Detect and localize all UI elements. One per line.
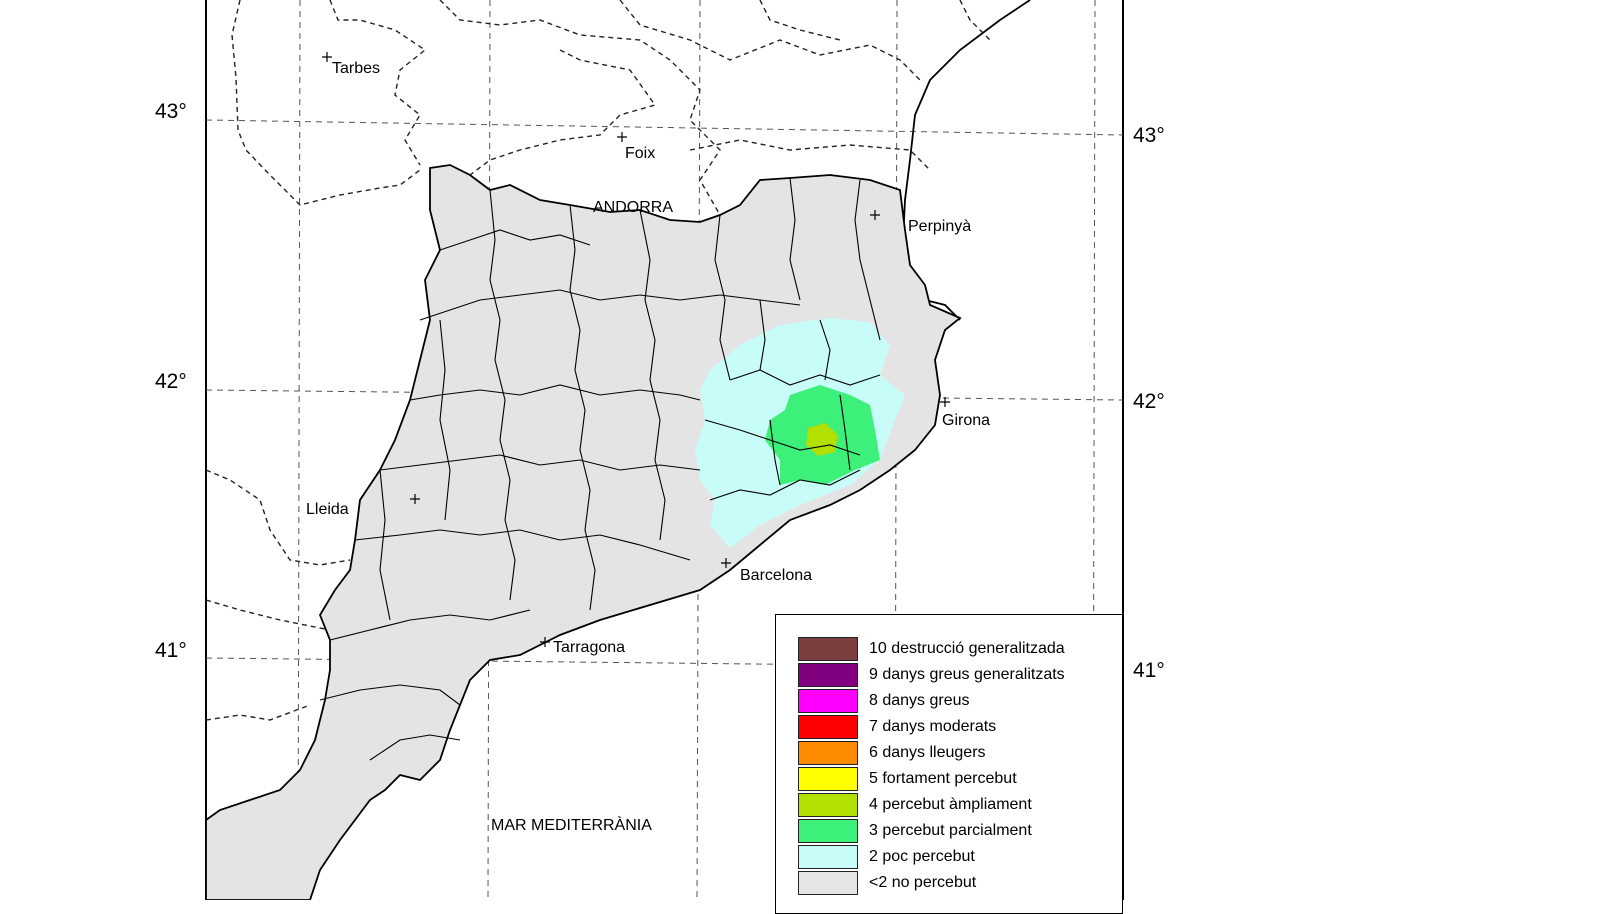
lat-label-left-43: 43°: [155, 100, 187, 123]
legend-label-4: 4 percebut àmpliament: [869, 796, 1032, 813]
legend-item-2: 2 poc percebut: [798, 845, 975, 869]
legend-swatch-8: [798, 689, 858, 713]
coastline-france: [902, 0, 1031, 321]
city-marker-lleida: [410, 494, 420, 504]
city-marker-perpinya: [870, 210, 880, 220]
legend-item-9: 9 danys greus generalitzats: [798, 663, 1065, 687]
legend-item-below-2: <2 no percebut: [798, 871, 976, 895]
legend-item-6: 6 danys lleugers: [798, 741, 986, 765]
lat-label-right-41: 41°: [1133, 659, 1165, 682]
legend-label-9: 9 danys greus generalitzats: [869, 666, 1065, 683]
legend-swatch-7: [798, 715, 858, 739]
legend-swatch-2: [798, 845, 858, 869]
legend-label-7: 7 danys moderats: [869, 718, 997, 735]
legend-label-below-2: <2 no percebut: [869, 874, 977, 891]
legend-swatch-6: [798, 741, 858, 765]
label-perpinya: Perpinyà: [908, 218, 971, 235]
legend-label-8: 8 danys greus: [869, 692, 970, 709]
label-tarragona: Tarragona: [553, 639, 625, 656]
label-girona: Girona: [942, 412, 990, 429]
legend-label-2: 2 poc percebut: [869, 848, 975, 865]
legend-swatch-9: [798, 663, 858, 687]
comarca-borders: [319, 177, 881, 761]
city-marker-barcelona: [721, 558, 731, 568]
city-marker-tarragona: [540, 637, 550, 647]
legend-swatch-10: [798, 637, 858, 661]
city-markers: [322, 52, 950, 647]
city-marker-girona: [940, 397, 950, 407]
legend-item-3: 3 percebut parcialment: [798, 819, 1032, 843]
legend-item-8: 8 danys greus: [798, 689, 970, 713]
label-mar-mediterrania: MAR MEDITERRÀNIA: [491, 815, 652, 834]
legend-swatch-5: [798, 767, 858, 791]
legend-swatch-4: [798, 793, 858, 817]
lat-label-right-42: 42°: [1133, 390, 1165, 413]
label-andorra: ANDORRA: [593, 199, 673, 216]
legend-label-3: 3 percebut parcialment: [869, 822, 1032, 839]
legend-item-7: 7 danys moderats: [798, 715, 996, 739]
legend-label-6: 6 danys lleugers: [869, 744, 986, 761]
legend-swatch-3: [798, 819, 858, 843]
legend-item-5: 5 fortament percebut: [798, 767, 1017, 791]
legend-item-10: 10 destrucció generalitzada: [798, 637, 1065, 661]
city-marker-tarbes: [322, 52, 332, 62]
lat-label-left-42: 42°: [155, 370, 187, 393]
lat-label-left-41: 41°: [155, 639, 187, 662]
label-tarbes: Tarbes: [332, 60, 380, 77]
outer-boundaries: [205, 0, 991, 721]
lat-label-right-43: 43°: [1133, 124, 1165, 147]
intensity-legend: 10 destrucció generalitzada 9 danys greu…: [775, 614, 1123, 914]
label-barcelona: Barcelona: [740, 567, 812, 584]
legend-label-10: 10 destrucció generalitzada: [869, 640, 1065, 657]
label-lleida: Lleida: [306, 501, 349, 518]
legend-label-5: 5 fortament percebut: [869, 770, 1017, 787]
legend-swatch-below-2: [798, 871, 858, 895]
label-foix: Foix: [625, 145, 655, 162]
city-marker-foix: [617, 132, 627, 142]
legend-item-4: 4 percebut àmpliament: [798, 793, 1032, 817]
